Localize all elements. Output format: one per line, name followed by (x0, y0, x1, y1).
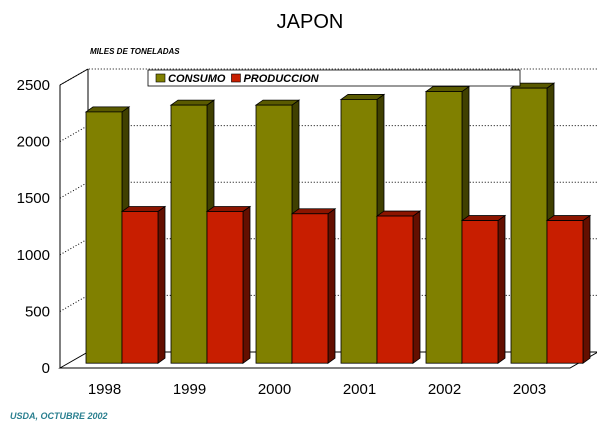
bar-consumo-2002 (425, 91, 463, 364)
x-tick-label: 1998 (88, 381, 121, 398)
bar-side (242, 205, 251, 364)
unit-label: MILES DE TONELADAS (90, 47, 180, 56)
x-tick-label: 2001 (343, 381, 376, 398)
floor (58, 351, 597, 369)
source-note: USDA, OCTUBRE 2002 (10, 411, 108, 421)
bar-side (327, 207, 336, 364)
y-tick-label: 2500 (17, 77, 50, 94)
chart-title: JAPON (277, 11, 344, 33)
x-tick-label: 2002 (428, 381, 461, 398)
legend-swatch-consumo (155, 73, 166, 83)
bar-top (375, 210, 422, 217)
y-axis-top-edge (59, 68, 89, 86)
bar-produccion-1999 (206, 211, 244, 364)
legend: CONSUMO PRODUCCION (147, 69, 521, 87)
y-tick-label: 2000 (17, 134, 50, 151)
bar-consumo-2003 (510, 87, 548, 364)
bar-top (545, 215, 592, 221)
bar-top (290, 208, 337, 215)
bar-produccion-2002 (461, 220, 499, 364)
bar-consumo-1998 (85, 111, 123, 364)
x-tick-label: 1999 (173, 381, 206, 398)
bar-side (412, 210, 421, 364)
bar-side (582, 214, 591, 364)
bar-consumo-1999 (170, 104, 208, 364)
y-tick-label: 500 (25, 303, 50, 320)
bar-top (460, 215, 507, 221)
legend-box (147, 69, 521, 87)
legend-label-produccion: PRODUCCION (243, 73, 319, 85)
bar-top (84, 106, 131, 113)
y-tick-label: 1500 (17, 190, 50, 207)
bar-produccion-2000 (291, 213, 329, 364)
legend-label-consumo: CONSUMO (168, 73, 226, 85)
bar-top (254, 99, 301, 106)
bar-side (497, 214, 506, 364)
bar-top (120, 206, 167, 212)
axes: 0 500 1000 1500 2000 2500 1998 1999 2000 2001 2002… (17, 68, 546, 398)
bar-consumo-2001 (340, 99, 378, 364)
bar-top (339, 94, 386, 100)
legend-swatch-produccion (231, 73, 241, 83)
y-tick-label: 1000 (17, 247, 50, 264)
bars (84, 82, 592, 364)
bar-produccion-2001 (376, 215, 414, 364)
bar-top (169, 99, 216, 106)
gridline (59, 68, 597, 86)
bar-produccion-2003 (546, 220, 584, 364)
y-tick-label: 0 (42, 360, 50, 377)
bar-top (424, 86, 471, 92)
x-tick-label: 2000 (258, 381, 291, 398)
bar-side (157, 205, 166, 364)
bar-produccion-1998 (121, 211, 159, 364)
bar-top (205, 206, 252, 212)
x-tick-label: 2003 (513, 381, 546, 398)
bar-consumo-2000 (255, 104, 293, 364)
